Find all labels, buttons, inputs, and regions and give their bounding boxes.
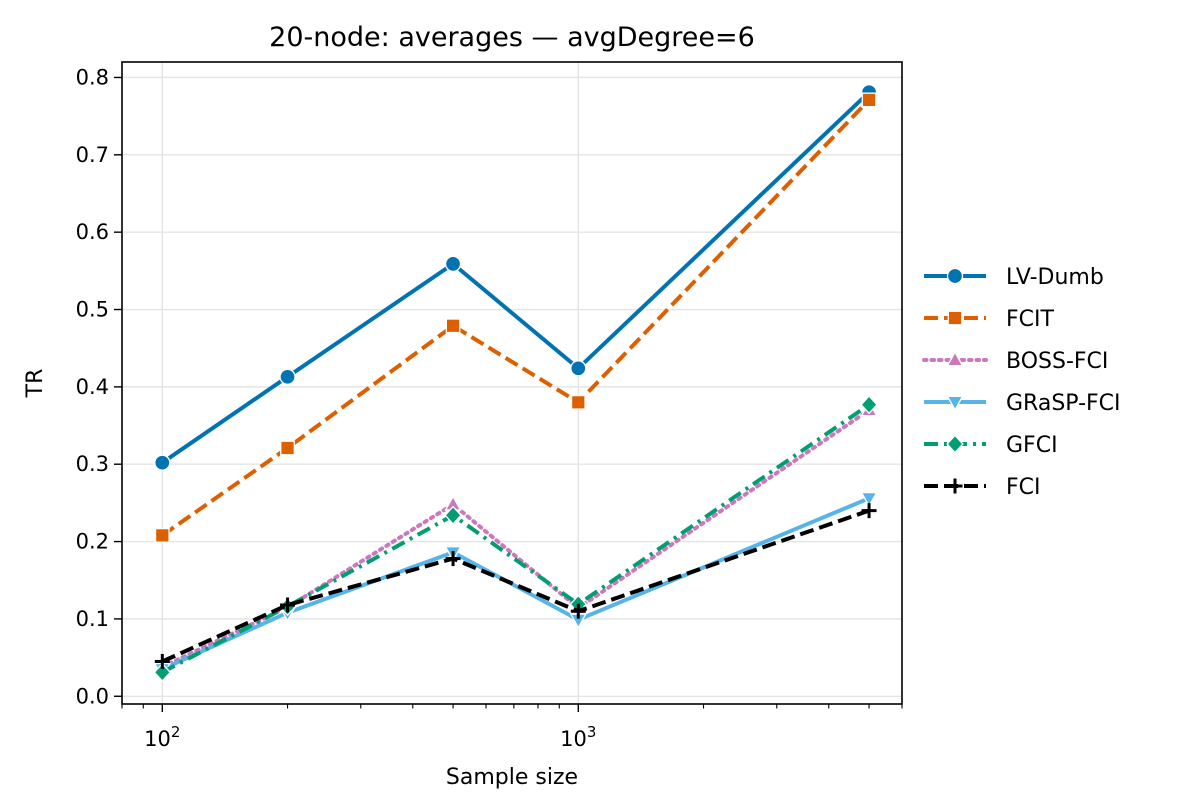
y-tick-label: 0.0 <box>76 684 109 708</box>
y-tick-label: 0.8 <box>76 65 109 89</box>
legend-marker-grasp-fci <box>946 395 964 412</box>
point-fci <box>861 503 877 519</box>
grid <box>122 62 902 704</box>
legend-label-fci: FCI <box>1006 475 1041 500</box>
point-gfci <box>153 662 172 682</box>
series-line-fcit <box>161 98 871 538</box>
legend-marker-fcit <box>947 310 963 326</box>
point-gfci <box>860 395 878 415</box>
series-layer <box>153 84 878 682</box>
point-fcit <box>445 318 461 334</box>
legend-entry-gfci: GFCI <box>924 433 1058 458</box>
y-tick-label: 0.5 <box>76 298 109 322</box>
y-tick-label: 0.1 <box>76 607 109 631</box>
y-tick-label: 0.2 <box>76 530 109 554</box>
y-tick-label: 0.7 <box>76 143 109 167</box>
x-tick-label: 103 <box>560 723 596 751</box>
point-fcit <box>570 394 586 410</box>
legend-entry-fci: FCI <box>924 475 1041 500</box>
legend-marker-gfci <box>946 434 964 454</box>
point-fci <box>154 653 170 669</box>
legend-marker-lv-dumb <box>946 267 964 285</box>
x-tick-label: 102 <box>144 723 180 751</box>
y-tick-label: 0.3 <box>76 452 109 476</box>
point-fci <box>445 551 461 567</box>
point-fcit <box>861 92 877 108</box>
legend-label-grasp-fci: GRaSP-FCI <box>1006 391 1121 416</box>
legend-label-fcit: FCIT <box>1006 307 1055 332</box>
y-tick-label: 0.4 <box>76 375 109 399</box>
legend: LV-Dumb FCIT BOSS-FCI GRaSP-FCI GFCI FCI <box>922 265 1121 500</box>
legend-marker-fci <box>947 478 963 494</box>
series-fci <box>154 503 877 669</box>
legend-label-boss-fci: BOSS-FCI <box>1006 349 1108 374</box>
point-gfci <box>444 505 462 525</box>
point-lv-dumb <box>570 360 587 377</box>
legend-entry-grasp-fci: GRaSP-FCI <box>924 391 1121 416</box>
point-fcit <box>154 527 170 543</box>
point-fcit <box>280 440 295 456</box>
legend-entry-fcit: FCIT <box>924 307 1055 332</box>
series-fcit <box>154 92 877 543</box>
y-tick-label: 0.6 <box>76 220 109 244</box>
point-grasp-fci <box>860 491 878 508</box>
y-axis-label: TR <box>23 369 48 399</box>
point-lv-dumb <box>154 454 171 471</box>
point-lv-dumb <box>279 368 296 385</box>
point-fci <box>280 597 296 613</box>
series-lv-dumb <box>154 84 878 471</box>
plot-frame <box>121 61 903 705</box>
axes: 0.0 0.1 0.2 0.3 0.4 0.5 0.6 0.7 0.8 102 103 <box>76 65 903 751</box>
legend-label-gfci: GFCI <box>1006 433 1058 458</box>
legend-entry-boss-fci: BOSS-FCI <box>922 349 1108 374</box>
legend-entry-lv-dumb: LV-Dumb <box>924 265 1104 290</box>
x-axis-label: Sample size <box>446 765 578 790</box>
point-lv-dumb <box>444 255 462 273</box>
legend-label-lv-dumb: LV-Dumb <box>1006 265 1104 290</box>
point-fci <box>570 603 586 619</box>
chart-title: 20-node: averages — avgDegree=6 <box>269 22 755 53</box>
legend-marker-boss-fci <box>946 350 964 367</box>
